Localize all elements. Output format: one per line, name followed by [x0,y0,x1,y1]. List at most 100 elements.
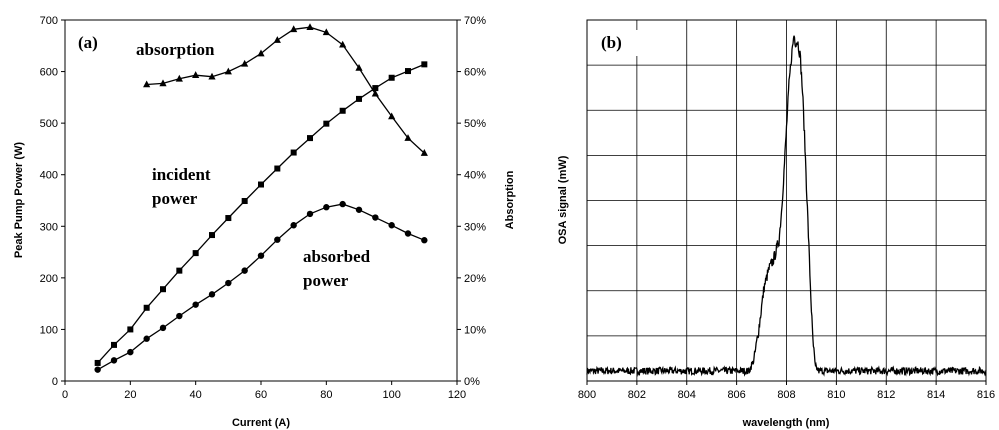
panel-b-y-axis-label: OSA signal (mW) [557,155,569,244]
series-point-absorption [143,80,151,88]
series-point-absorption [208,72,216,80]
series-point-incident-power [209,232,215,239]
series-point-absorption [420,149,428,156]
series-point-absorbed-power [257,252,265,259]
series-point-absorbed-power [241,267,248,274]
series-point-absorbed-power [421,237,428,244]
series-point-incident-power [274,165,281,172]
panel-b-x-tick-label: 802 [628,389,646,401]
series-point-absorption [159,79,167,87]
series-point-absorbed-power [404,230,412,237]
panel-b-x-tick-label: 800 [578,389,596,401]
panel-a-y2-tick-label: 0% [464,376,480,388]
panel-a-y-tick-label: 500 [40,118,58,130]
series-point-absorbed-power [339,200,346,208]
annotation-absorbed-power: power [303,271,349,290]
series-point-absorbed-power [372,214,379,221]
panel-a-y2-tick-label: 60% [464,67,486,79]
panel-b-x-tick-label: 814 [927,389,945,401]
panel-a-label: (a) [78,33,98,52]
panel-a-y2-tick-label: 10% [464,324,486,336]
series-point-absorption [404,134,412,141]
series-point-incident-power [339,107,346,114]
series-line-absorbed-power [97,203,425,371]
panel-a-x-tick-label: 120 [448,389,466,401]
series-point-incident-power [160,286,166,293]
series-point-absorption [257,49,265,57]
series-point-incident-power [323,120,330,127]
series-point-incident-power [388,74,395,81]
series-point-absorption [371,89,379,97]
series-point-absorbed-power [192,301,199,308]
series-point-absorption [306,23,314,31]
panel-a-y2-tick-label: 50% [464,118,486,130]
series-point-absorbed-power [143,335,150,342]
panel-b-x-tick-label: 810 [827,389,845,401]
panel-a-y2-tick-label: 40% [464,170,486,182]
series-point-incident-power [241,198,248,205]
series-point-absorbed-power [306,210,314,218]
panel-a-frame [64,19,458,382]
series-point-incident-power [225,215,232,222]
panel-a-y2-tick-label: 20% [464,273,486,285]
series-point-incident-power [356,95,362,102]
series-point-absorbed-power [290,222,297,229]
series-point-incident-power [421,61,428,68]
series-point-incident-power [176,267,183,274]
series-point-absorbed-power [355,206,363,213]
panel-a-y-tick-label: 0 [52,376,58,388]
annotation-absorbed: absorbed [303,247,371,266]
panel-b-x-tick-label: 804 [678,389,696,401]
panel-a-y-tick-label: 300 [40,221,58,233]
panel-a-y-tick-label: 600 [40,67,58,79]
panel-a-x-tick-label: 40 [190,389,202,401]
series-point-incident-power [111,341,117,348]
panel-b-label-bg [598,30,642,56]
series-point-incident-power [258,181,264,188]
series-point-absorbed-power [127,348,134,356]
panel-a-x-axis-label: Current (A) [232,417,290,429]
panel-a-y-tick-label: 400 [40,170,58,182]
panel-a-y2-tick-label: 70% [464,15,486,27]
panel-a-y-axis-label: Peak Pump Power (W) [13,142,25,258]
series-point-absorption [175,74,183,82]
series-point-incident-power [143,304,150,311]
panel-b: 800 802 804 806 808 810 812 814 816 (b) waveleng… [557,19,995,429]
spectrum-line [586,35,987,377]
panel-b-x-axis-label: wavelength (nm) [742,417,830,429]
panel-b-x-tick-label: 808 [777,389,795,401]
panel-a-x-tick-label: 20 [124,389,136,401]
panel-a: 0 20 40 60 80 100 120 0 100 200 300 400 500 600 700 0… [13,15,516,429]
series-point-absorption [339,40,347,48]
panel-a-y-tick-label: 100 [40,324,58,336]
panel-a-y2-tick-label: 30% [464,221,486,233]
panel-b-x-tick-label: 812 [877,389,895,401]
panel-a-y-tick-label: 700 [40,15,58,27]
series-point-incident-power [94,359,101,366]
series-point-absorption [241,59,249,67]
series-point-absorbed-power [388,222,395,229]
series-line-absorption [146,26,425,154]
series-point-absorption [224,67,232,75]
series-point-absorption [192,71,200,78]
panel-b-label: (b) [601,33,622,52]
annotation-incident: incident [152,165,211,184]
panel-a-x-tick-label: 0 [62,389,68,401]
panel-a-y-tick-label: 200 [40,273,58,285]
annotation-absorption: absorption [136,40,215,59]
series-point-absorption [388,112,396,120]
series-point-absorbed-power [94,366,101,373]
series-point-absorption [355,63,363,71]
panel-a-y2-axis-label: Absorption [504,170,516,229]
panel-b-x-tick-label: 816 [977,389,995,401]
series-line-incident-power [97,63,425,364]
series-point-absorption [322,28,330,36]
series-point-absorbed-power [159,324,167,332]
series-point-absorbed-power [110,357,118,364]
series-point-absorbed-power [208,291,216,298]
panel-a-x-tick-label: 80 [320,389,332,401]
series-point-absorbed-power [274,236,281,243]
series-point-absorbed-power [323,204,330,211]
annotation-incident-power: power [152,189,198,208]
series-point-incident-power [192,250,199,257]
